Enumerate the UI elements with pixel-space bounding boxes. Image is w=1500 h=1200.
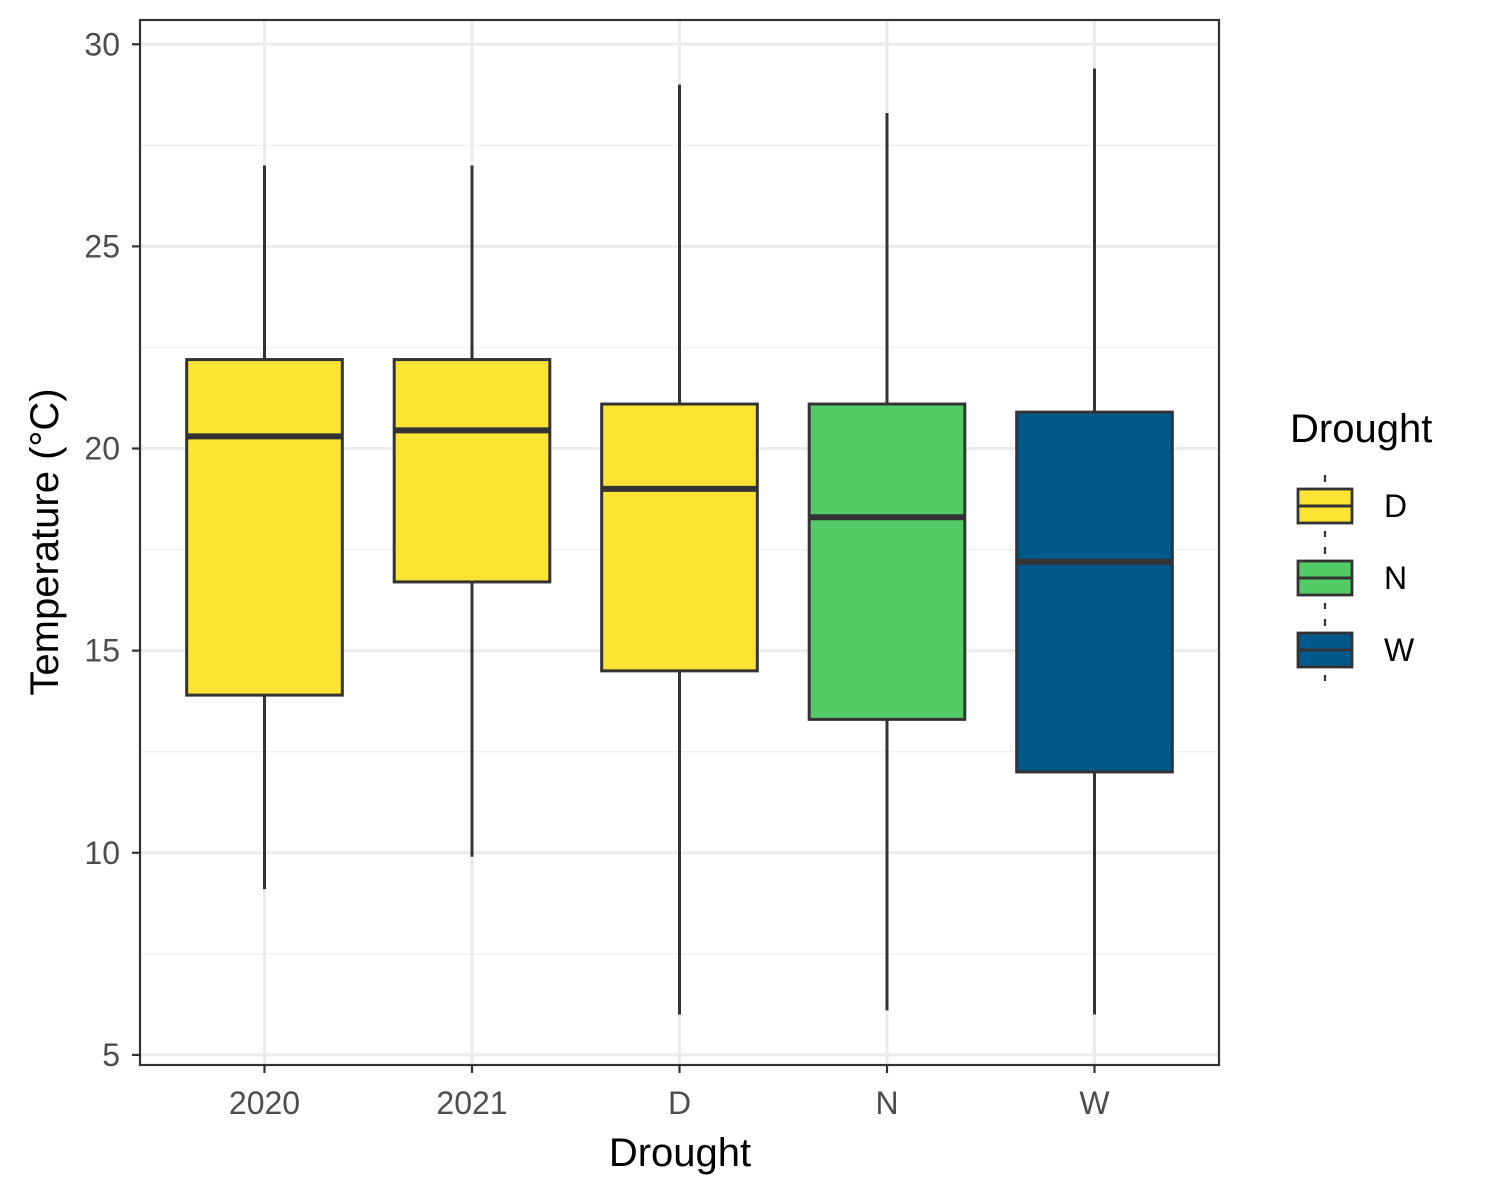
x-axis-title: Drought [609, 1131, 751, 1175]
x-tick-label: D [668, 1085, 691, 1121]
y-tick-label: 5 [102, 1037, 120, 1073]
x-tick-label: 2020 [229, 1085, 300, 1121]
box-2021 [392, 165, 552, 857]
boxes [185, 68, 1174, 1015]
legend-label: D [1384, 488, 1407, 524]
y-tick-label: 10 [84, 835, 120, 871]
legend-item-W: W [1296, 619, 1415, 681]
legend: Drought DNW [1290, 407, 1432, 681]
legend-item-N: N [1296, 547, 1407, 609]
x-axis: 2020 2021 D N W [229, 1065, 1110, 1121]
x-tick-label: 2021 [436, 1085, 507, 1121]
legend-label: W [1384, 632, 1415, 668]
y-axis: 5 10 15 20 25 30 [84, 26, 140, 1073]
y-tick-label: 25 [84, 228, 120, 264]
x-tick-label: W [1079, 1085, 1110, 1121]
box-body [185, 358, 344, 697]
box-N [807, 112, 967, 1011]
y-axis-title: Temperature (°C) [23, 388, 67, 695]
box-body [600, 402, 759, 673]
y-tick-label: 15 [84, 633, 120, 669]
box-body [1015, 410, 1174, 774]
legend-item-D: D [1296, 475, 1407, 537]
legend-label: N [1384, 560, 1407, 596]
box-2020 [185, 165, 344, 890]
box-body [807, 402, 967, 721]
y-tick-label: 20 [84, 431, 120, 467]
legend-title: Drought [1290, 407, 1432, 451]
x-tick-label: N [875, 1085, 898, 1121]
box-D [600, 84, 759, 1015]
box-W [1015, 68, 1174, 1015]
box-body [392, 358, 552, 584]
y-tick-label: 30 [84, 26, 120, 62]
